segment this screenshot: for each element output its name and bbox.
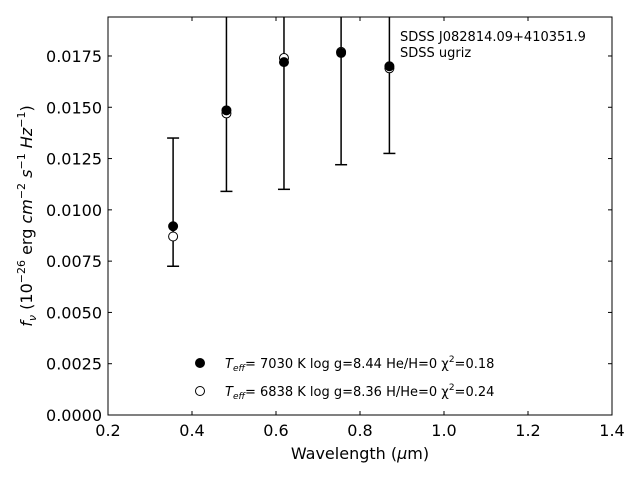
y-tick-label: 0.0150 (46, 98, 102, 117)
y-tick-label: 0.0000 (46, 406, 102, 425)
plot-area (107, 17, 613, 416)
y-axis-title: fν (10−26 erg cm−2 s−1 Hz−1) (15, 105, 39, 326)
data-point-filled (221, 105, 232, 116)
x-tick-label: 0.6 (263, 421, 288, 440)
y-tick-label: 0.0125 (46, 150, 102, 169)
x-axis-title: Wavelength (μm) (291, 444, 429, 463)
y-tick-label: 0.0100 (46, 201, 102, 220)
legend-marker-filled (195, 358, 205, 368)
annotation-object-name: SDSS J082814.09+410351.9 (400, 30, 586, 45)
y-tick-label: 0.0050 (46, 303, 102, 322)
x-tick-label: 0.2 (95, 421, 120, 440)
legend-label-h-he: Teff= 6838 K log g=8.36 H/He=0 χ2=0.24 (225, 383, 494, 402)
data-point-filled (168, 221, 179, 232)
data-point-open (168, 231, 179, 242)
legend: Teff= 7030 K log g=8.44 He/H=0 χ2=0.18 T… (195, 355, 494, 402)
y-tick-label: 0.0175 (46, 47, 102, 66)
x-tick-label: 1.4 (599, 421, 624, 440)
data-point-filled (384, 61, 395, 72)
x-tick-label: 0.8 (347, 421, 372, 440)
legend-label-he-h: Teff= 7030 K log g=8.44 He/H=0 χ2=0.18 (225, 355, 494, 374)
plot-frame (107, 16, 613, 416)
y-tick-label: 0.0025 (46, 355, 102, 374)
data-point-filled (278, 57, 289, 68)
y-tick-label: 0.0075 (46, 252, 102, 271)
x-tick-label: 0.4 (179, 421, 204, 440)
legend-marker-open (195, 386, 205, 396)
x-tick-label: 1.0 (431, 421, 456, 440)
x-tick-label: 1.2 (515, 421, 540, 440)
data-point-filled (336, 47, 347, 58)
annotation-survey: SDSS ugriz (400, 46, 471, 61)
